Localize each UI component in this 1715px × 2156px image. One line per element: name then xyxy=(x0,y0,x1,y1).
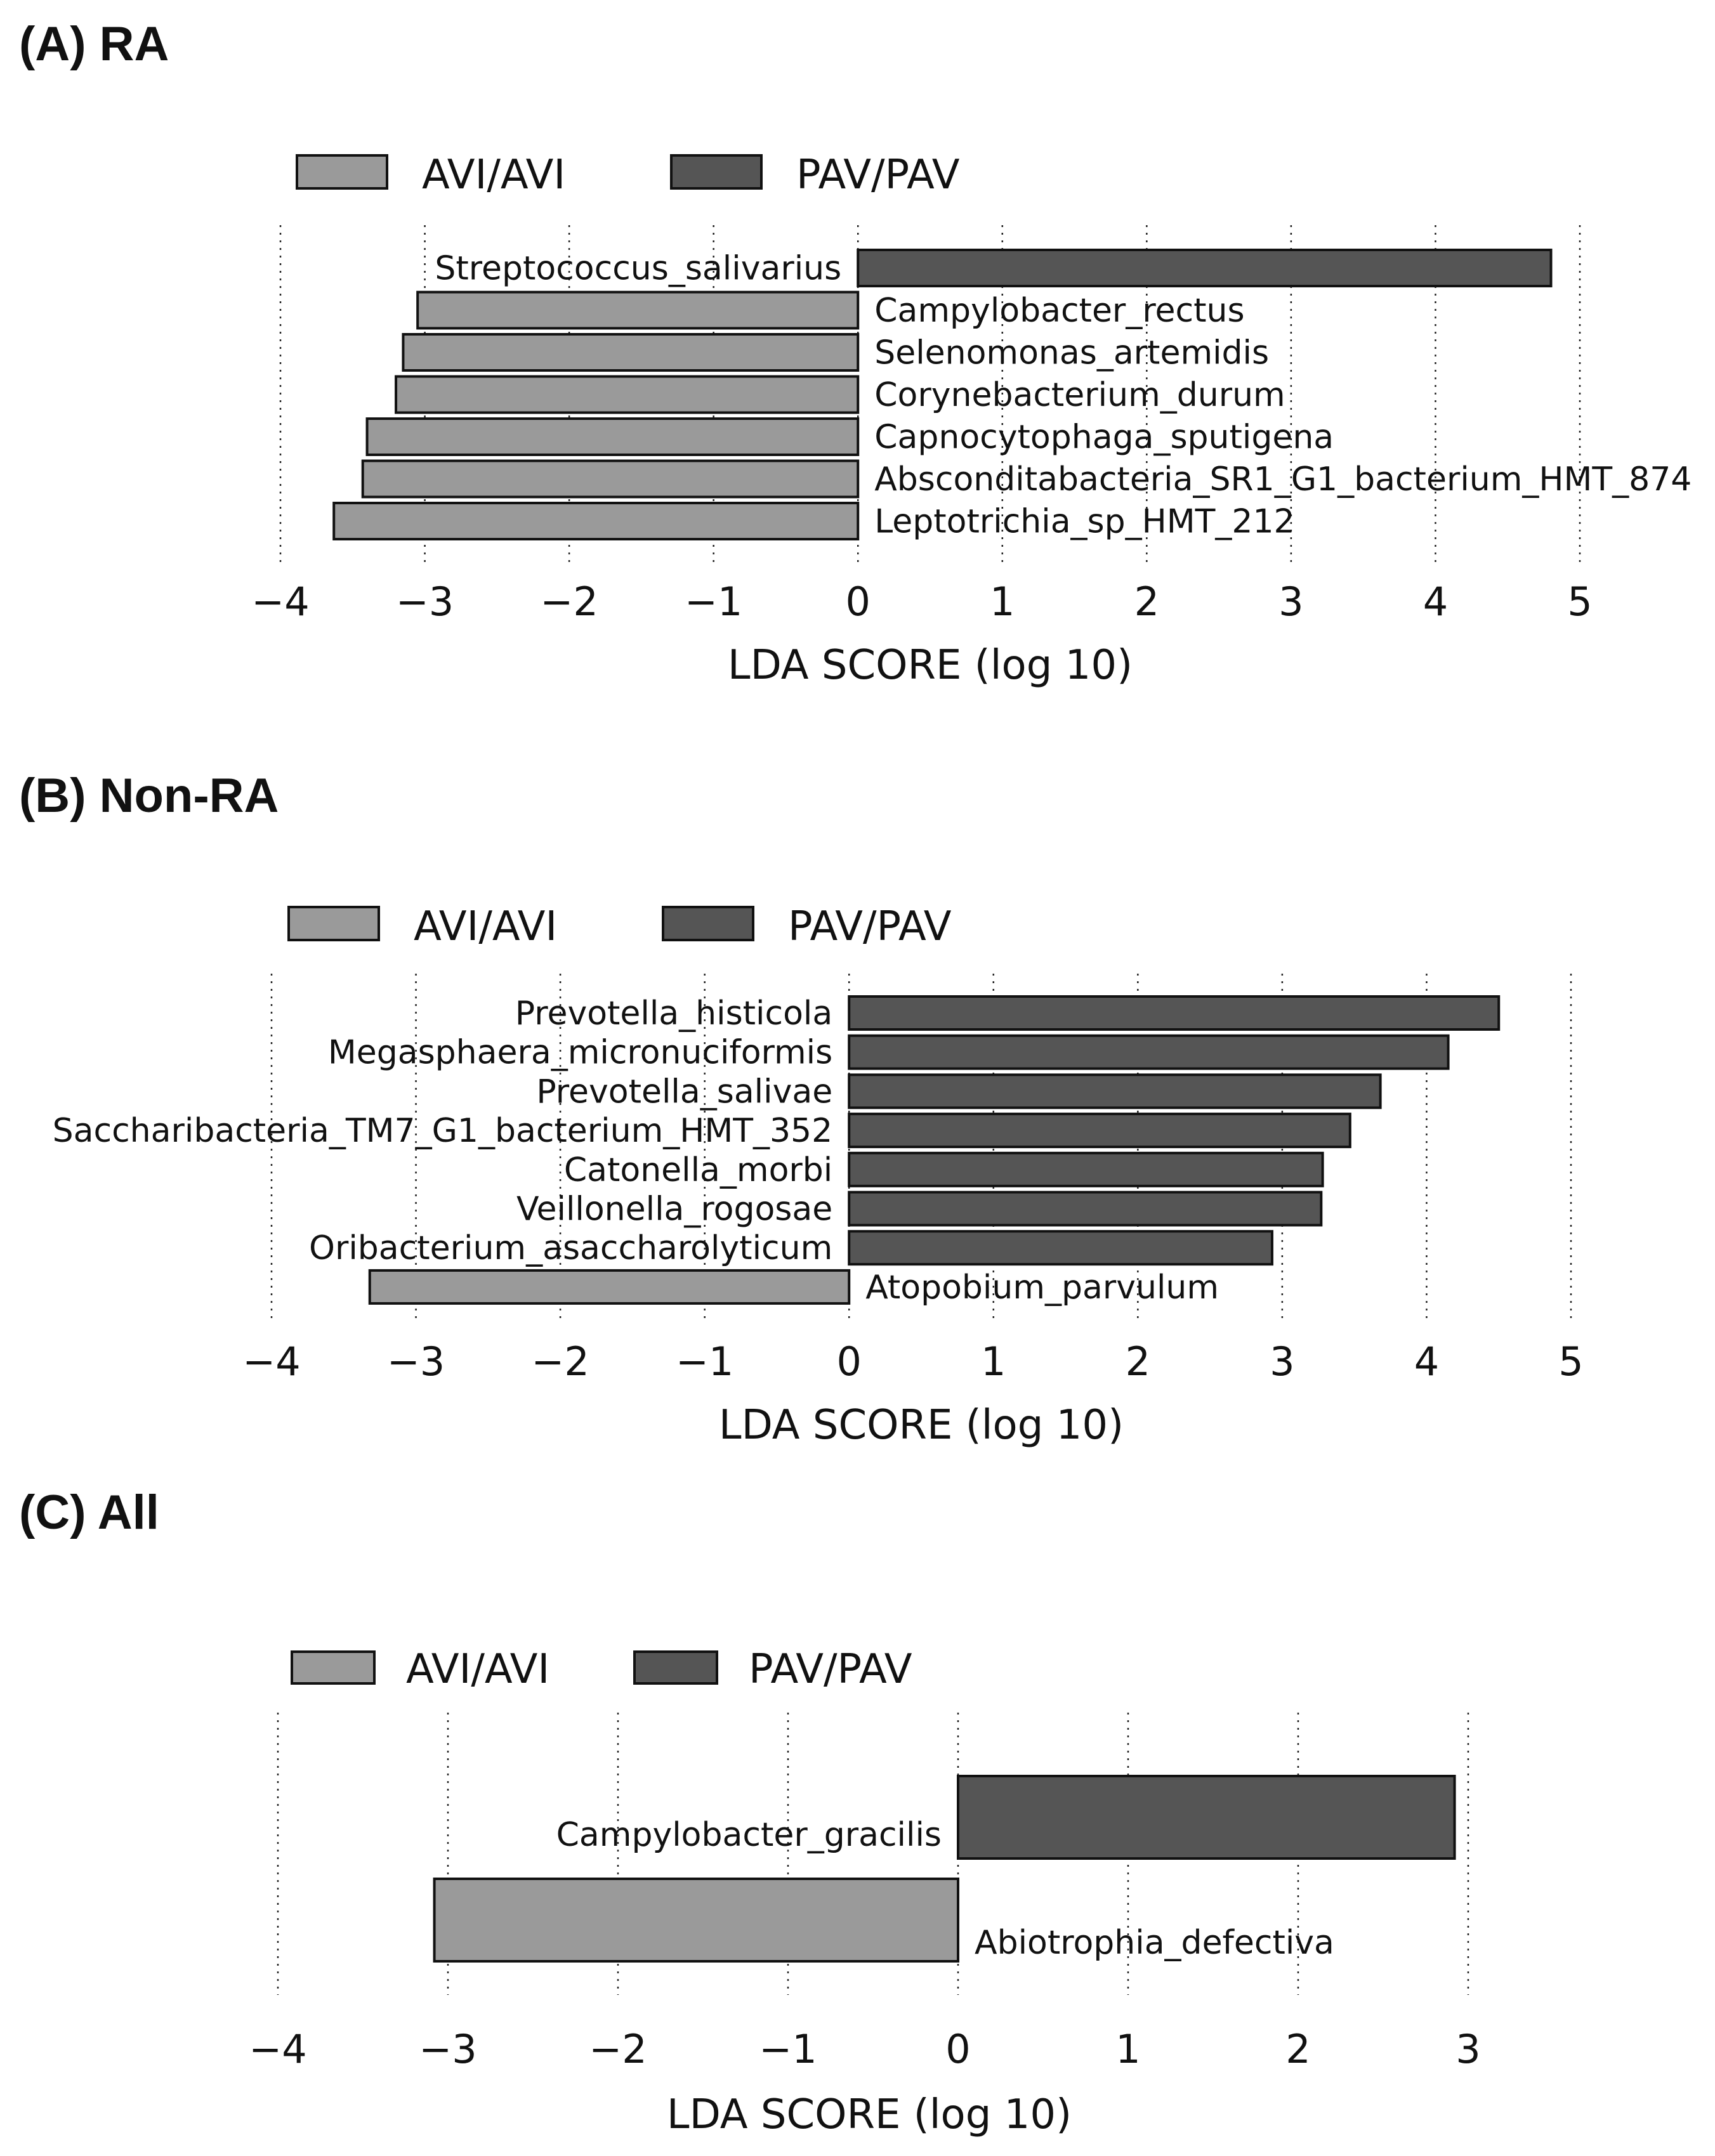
panel-c-xlabel: LDA SCORE (log 10) xyxy=(667,2091,1072,2138)
x-tick-label: −4 xyxy=(251,578,309,625)
bar-label: Capnocytophaga_sputigena xyxy=(874,419,1334,457)
bar-megasphaera-micronuciformis xyxy=(848,1034,1450,1070)
bar-corynebacterium-durum xyxy=(395,375,860,414)
bar-prevotella-histicola xyxy=(848,995,1501,1031)
x-tick-label: −1 xyxy=(759,2026,817,2072)
legend-pav-swatch xyxy=(662,906,754,941)
bar-prevotella-salivae xyxy=(848,1073,1382,1109)
x-tick-label: −1 xyxy=(676,1338,733,1385)
panel-a-xlabel: LDA SCORE (log 10) xyxy=(728,642,1133,689)
x-tick-label: 1 xyxy=(1115,2026,1140,2072)
bar-label: Prevotella_salivae xyxy=(536,1073,832,1111)
bar-label: Leptotrichia_sp_HMT_212 xyxy=(874,503,1294,541)
bar-label: Catonella_morbi xyxy=(564,1151,832,1189)
x-tick-label: −2 xyxy=(589,2026,647,2072)
bar-label: Corynebacterium_durum xyxy=(874,376,1285,414)
bar-absconditabacteria-sr1-g1-bacterium-hmt-874 xyxy=(361,459,860,499)
panel-a: (A) RA AVI/AVI PAV/PAV −4 −3 −2 −1 0 1 2 3 4 5 Str… xyxy=(19,17,1692,689)
bar-streptococcus-salivarius xyxy=(857,249,1553,287)
legend-avi-swatch xyxy=(287,906,380,941)
legend-avi-label: AVI/AVI xyxy=(414,903,557,950)
bar-campylobacter-rectus xyxy=(416,291,860,330)
bar-label: Absconditabacteria_SR1_G1_bacterium_HMT_… xyxy=(874,461,1692,499)
x-tick-label: 2 xyxy=(1126,1338,1150,1385)
legend-pav-label: PAV/PAV xyxy=(796,152,960,199)
bar-abiotrophia-defectiva xyxy=(433,1878,959,1963)
bar-oribacterium-asaccharolyticum xyxy=(848,1230,1273,1266)
panel-b-legend: AVI/AVI PAV/PAV xyxy=(287,903,952,950)
bar-leptotrichia-sp-hmt-212 xyxy=(332,502,860,540)
bar-label: Atopobium_parvulum xyxy=(865,1269,1219,1307)
bar-atopobium-parvulum xyxy=(368,1269,851,1305)
bar-selenomonas-artemidis xyxy=(402,333,860,372)
x-tick-label: 0 xyxy=(945,2026,970,2072)
x-tick-label: 4 xyxy=(1414,1338,1439,1385)
panel-c: (C) All AVI/AVI PAV/PAV −4 −3 −2 −1 0 1 2 3 Camp… xyxy=(19,1486,1481,2138)
x-tick-label: 0 xyxy=(836,1338,861,1385)
x-tick-label: −4 xyxy=(242,1338,300,1385)
panel-b: (B) Non-RA AVI/AVI PAV/PAV −4 −3 −2 −1 0 1 2 3 4… xyxy=(19,769,1584,1449)
panel-b-chart: −4 −3 −2 −1 0 1 2 3 4 5 Prevotella_histicolaMegasp… xyxy=(53,974,1584,1385)
bar-label: Campylobacter_rectus xyxy=(874,292,1244,330)
x-tick-label: −4 xyxy=(249,2026,306,2072)
bar-label: Saccharibacteria_TM7_G1_bacterium_HMT_35… xyxy=(53,1112,833,1150)
legend-pav-swatch xyxy=(670,154,763,190)
x-tick-label: 5 xyxy=(1567,578,1592,625)
x-tick-label: 2 xyxy=(1285,2026,1310,2072)
bar-label: Veillonella_rogosae xyxy=(516,1191,832,1229)
panel-a-legend: AVI/AVI PAV/PAV xyxy=(296,152,960,199)
bar-label: Abiotrophia_defectiva xyxy=(975,1924,1334,1962)
legend-avi-label: AVI/AVI xyxy=(406,1646,549,1693)
x-tick-label: 1 xyxy=(990,578,1015,625)
legend-avi-label: AVI/AVI xyxy=(422,152,565,199)
bar-label: Streptococcus_salivarius xyxy=(435,250,841,288)
bar-label: Prevotella_histicola xyxy=(515,995,832,1033)
legend-avi-swatch xyxy=(291,1650,376,1685)
bar-label: Megasphaera_micronuciformis xyxy=(328,1034,832,1072)
x-tick-label: −3 xyxy=(387,1338,445,1385)
panel-a-title: (A) RA xyxy=(19,17,169,71)
panel-c-legend: AVI/AVI PAV/PAV xyxy=(291,1646,912,1693)
bar-veillonella-rogosae xyxy=(848,1191,1323,1227)
x-tick-label: 2 xyxy=(1134,578,1159,625)
bar-saccharibacteria-tm7-g1-bacterium-hmt-352 xyxy=(848,1113,1351,1149)
panel-c-title: (C) All xyxy=(19,1486,159,1539)
bar-label: Oribacterium_asaccharolyticum xyxy=(309,1229,832,1267)
x-tick-label: 3 xyxy=(1455,2026,1480,2072)
x-tick-label: 3 xyxy=(1278,578,1303,625)
panel-b-xlabel: LDA SCORE (log 10) xyxy=(719,1402,1124,1449)
x-tick-label: −3 xyxy=(396,578,454,625)
legend-pav-label: PAV/PAV xyxy=(788,903,952,950)
x-tick-label: −1 xyxy=(685,578,742,625)
legend-pav-swatch xyxy=(633,1650,718,1685)
legend-avi-swatch xyxy=(296,154,388,190)
bar-catonella-morbi xyxy=(848,1151,1324,1187)
legend-pav-label: PAV/PAV xyxy=(749,1646,912,1693)
x-tick-label: −3 xyxy=(419,2026,476,2072)
x-tick-label: 0 xyxy=(845,578,870,625)
x-tick-label: 4 xyxy=(1423,578,1448,625)
bar-capnocytophaga-sputigena xyxy=(365,417,860,456)
x-tick-label: −2 xyxy=(531,1338,589,1385)
panel-b-title: (B) Non-RA xyxy=(19,769,279,823)
bar-label: Selenomonas_artemidis xyxy=(874,334,1269,372)
x-tick-label: 3 xyxy=(1270,1338,1294,1385)
bar-label: Campylobacter_gracilis xyxy=(556,1816,942,1854)
panel-a-chart: −4 −3 −2 −1 0 1 2 3 4 5 Streptococcus_salivarius Ca… xyxy=(251,225,1692,625)
x-tick-label: 1 xyxy=(981,1338,1006,1385)
bar-campylobacter-gracilis xyxy=(957,1775,1456,1860)
panel-c-chart: −4 −3 −2 −1 0 1 2 3 Campylobacter_gracilis Abiotr… xyxy=(249,1713,1481,2072)
x-tick-label: −2 xyxy=(540,578,598,625)
x-tick-label: 5 xyxy=(1558,1338,1583,1385)
